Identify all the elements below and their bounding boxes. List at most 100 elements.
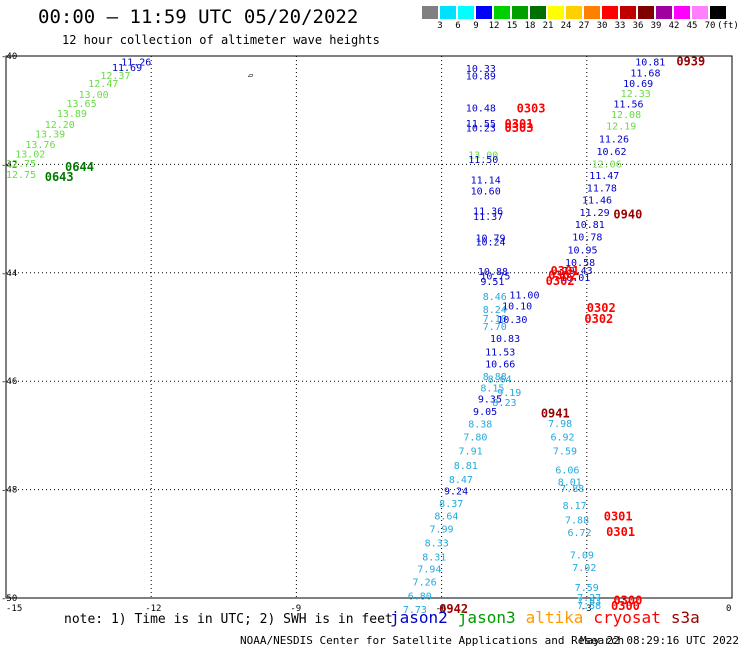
satellite-legend-item: cryosat <box>593 608 661 627</box>
y-tick-label: -40 <box>1 52 17 62</box>
wave-height-label: 10.48 <box>466 103 496 114</box>
legend-tick-label: 39 <box>650 21 662 31</box>
legend-swatch <box>458 6 474 19</box>
wave-height-label: 11.50 <box>468 155 498 166</box>
x-tick-label: -3 <box>581 604 592 614</box>
wave-height-label: 8.64 <box>488 374 512 385</box>
y-tick-label: -48 <box>1 486 17 496</box>
wave-height-label: 6.72 <box>567 528 591 539</box>
wave-height-label: 11.55 <box>466 119 496 130</box>
wave-height-label: 7.58 <box>577 601 601 612</box>
wave-height-label: 13.39 <box>35 130 65 141</box>
wave-height-label: 8.33 <box>425 539 449 550</box>
wave-height-label: 11.37 <box>473 212 503 223</box>
wave-height-label: 10.83 <box>490 334 520 345</box>
y-tick-label: -46 <box>1 377 17 387</box>
wave-height-label: 8.38 <box>468 419 492 430</box>
wave-height-label: 11.78 <box>587 184 617 195</box>
wave-height-label: 8.15 <box>480 384 504 395</box>
wave-height-label: 12.37 <box>100 71 130 82</box>
legend-tick-label: 30 <box>596 21 608 31</box>
pass-time-label: 0644 <box>65 160 94 174</box>
legend-swatch <box>710 6 726 19</box>
wave-height-label: 8.88 <box>483 372 507 383</box>
pass-time-label: 0941 <box>541 407 570 421</box>
pass-time-label: 0939 <box>676 54 705 68</box>
satellite-legend-item: jason2 <box>390 608 448 627</box>
wave-height-label: 10.69 <box>623 79 653 90</box>
y-tick-label: -44 <box>1 269 17 279</box>
wave-height-label: 10.78 <box>572 232 602 243</box>
map-grid <box>6 56 732 598</box>
wave-height-label: 13.02 <box>15 150 45 161</box>
wave-height-label: 10.66 <box>485 359 515 370</box>
pass-time-label: 0302 <box>587 301 616 315</box>
wave-height-label: 12.20 <box>45 120 75 131</box>
legend-swatch <box>584 6 600 19</box>
wave-height-label: 11.29 <box>580 208 610 219</box>
wave-height-label: 10.62 <box>596 147 626 158</box>
wave-height-label: 7.83 <box>577 597 601 608</box>
wave-height-label: 13.65 <box>67 99 97 110</box>
legend-swatch <box>566 6 582 19</box>
wave-height-label: 7.80 <box>463 432 487 443</box>
wave-height-label: 8.17 <box>563 501 587 512</box>
pass-time-label: 0302 <box>584 312 613 326</box>
wave-height-label: 11.26 <box>121 57 151 68</box>
wave-height-legend: 3 6 9 12 15 18 21 24 27 30 33 36 39 42 45 70 (ft) <box>422 6 739 32</box>
wave-height-label: 9.51 <box>480 277 504 288</box>
pass-time-labels: 0644064303030301030303010302030203020302… <box>45 54 706 615</box>
wave-height-label: 11.14 <box>471 176 501 187</box>
wave-height-label: 8.24 <box>483 305 507 316</box>
wave-height-label: 11.53 <box>485 347 515 358</box>
wave-height-label: 11.46 <box>582 196 612 207</box>
legend-swatch <box>530 6 546 19</box>
land-marker: ▱ <box>248 71 254 81</box>
wave-height-label: 11.00 <box>509 290 539 301</box>
pass-time-label: 0643 <box>45 170 74 184</box>
wave-height-label: 9.24 <box>444 487 468 498</box>
legend-tick-label: 45 <box>686 21 698 31</box>
legend-tick-label: 33 <box>614 21 626 31</box>
wave-height-label: 10.60 <box>471 186 501 197</box>
legend-swatch <box>620 6 636 19</box>
wave-height-label: 7.10 <box>483 314 507 325</box>
wave-height-label: 12.06 <box>592 159 622 170</box>
wave-height-label: 13.00 <box>468 151 498 162</box>
legend-tick-label: 3 <box>437 21 443 31</box>
wave-height-label: 9.05 <box>473 407 497 418</box>
legend-tick-label: 70 <box>704 21 716 31</box>
wave-height-label: 12.75 <box>6 159 36 170</box>
wave-height-label: 7.02 <box>572 563 596 574</box>
wave-height-label: 10.95 <box>567 245 597 256</box>
wave-height-label: 12.19 <box>606 121 636 132</box>
wave-height-label: 13.89 <box>57 109 87 120</box>
wave-height-label: 13.00 <box>79 90 109 101</box>
wave-height-label: 7.27 <box>577 593 601 604</box>
page-title: 00:00 – 11:59 UTC 05/20/2022 <box>38 6 359 28</box>
wave-height-label: 6.80 <box>408 591 432 602</box>
wave-height-label: 6.06 <box>555 466 579 477</box>
legend-unit: (ft) <box>717 21 739 31</box>
wave-height-label: 11.69 <box>112 63 142 74</box>
legend-tick-label: 6 <box>455 21 461 31</box>
legend-swatch <box>602 6 618 19</box>
satellite-legend-item: altika <box>525 608 584 627</box>
pass-time-label: 0303 <box>505 121 534 135</box>
pass-time-label: 0301 <box>604 510 633 524</box>
wave-height-label: 10.30 <box>497 315 527 326</box>
wave-height-label: 8.01 <box>558 477 582 488</box>
wave-height-label: 10.88 <box>478 267 508 278</box>
wave-height-label: 7.59 <box>575 583 599 594</box>
x-tick-label: -9 <box>290 604 301 614</box>
legend-tick-label: 9 <box>473 21 479 31</box>
legend-tick-label: 15 <box>506 21 518 31</box>
wave-height-label: 11.68 <box>630 68 660 79</box>
x-tick-label: -12 <box>145 604 161 614</box>
pass-time-label: 0301 <box>551 264 580 278</box>
pass-time-label: 0940 <box>613 207 642 221</box>
wave-height-label: 12.47 <box>88 79 118 90</box>
wave-height-label: 10.89 <box>466 72 496 83</box>
wave-height-label: 8.23 <box>492 398 516 409</box>
